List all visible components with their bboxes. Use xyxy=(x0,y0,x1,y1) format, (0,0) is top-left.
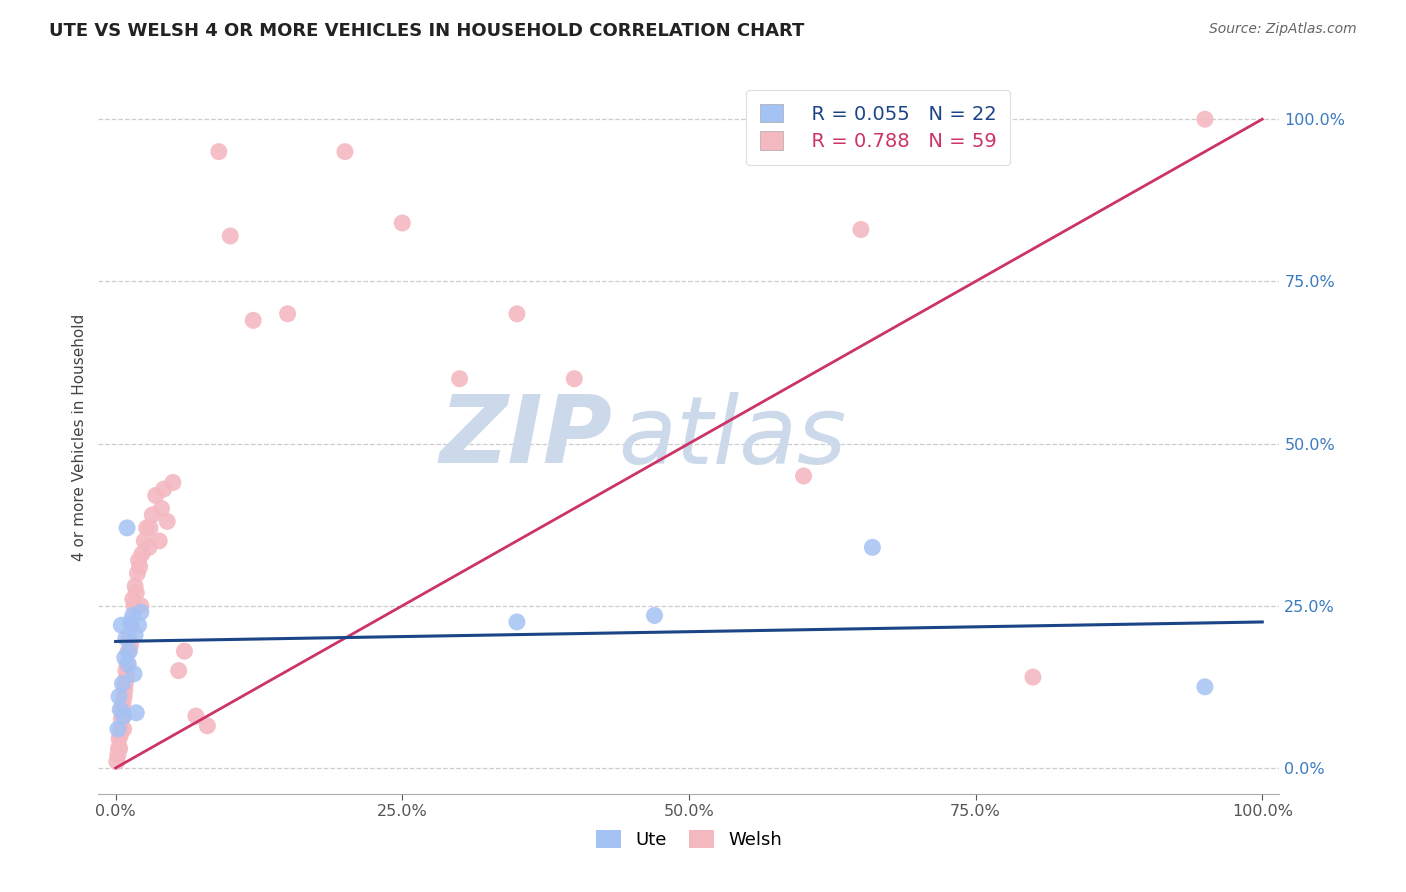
Point xyxy=(131,547,153,561)
Point xyxy=(156,515,179,529)
Legend: Ute, Welsh: Ute, Welsh xyxy=(589,823,789,856)
Point xyxy=(849,222,872,236)
Point xyxy=(128,618,150,632)
Point xyxy=(129,605,152,619)
Point xyxy=(114,676,136,690)
Point xyxy=(125,586,148,600)
Point xyxy=(173,644,195,658)
Point xyxy=(167,664,190,678)
Point xyxy=(138,541,160,555)
Point xyxy=(506,615,529,629)
Point xyxy=(152,482,174,496)
Point xyxy=(114,683,136,698)
Point xyxy=(208,145,231,159)
Point xyxy=(115,664,138,678)
Point xyxy=(110,618,132,632)
Point xyxy=(115,631,138,645)
Y-axis label: 4 or more Vehicles in Household: 4 or more Vehicles in Household xyxy=(72,313,87,561)
Text: ZIP: ZIP xyxy=(439,391,612,483)
Point xyxy=(115,670,138,684)
Point xyxy=(139,521,162,535)
Point xyxy=(128,559,150,574)
Point xyxy=(129,599,152,613)
Point xyxy=(107,747,129,762)
Point xyxy=(111,709,134,723)
Point xyxy=(108,690,131,704)
Point xyxy=(117,657,139,672)
Point xyxy=(114,650,136,665)
Point xyxy=(135,521,157,535)
Point xyxy=(107,722,129,736)
Point xyxy=(117,644,139,658)
Point xyxy=(125,706,148,720)
Text: UTE VS WELSH 4 OR MORE VEHICLES IN HOUSEHOLD CORRELATION CHART: UTE VS WELSH 4 OR MORE VEHICLES IN HOUSE… xyxy=(49,22,804,40)
Point xyxy=(115,521,138,535)
Point xyxy=(112,696,135,710)
Point xyxy=(1022,670,1045,684)
Point xyxy=(108,702,131,716)
Point xyxy=(219,229,242,244)
Point xyxy=(242,313,264,327)
Point xyxy=(122,599,145,613)
Point xyxy=(562,372,585,386)
Point xyxy=(333,145,356,159)
Point xyxy=(121,608,143,623)
Point xyxy=(145,488,167,502)
Point xyxy=(793,469,815,483)
Point xyxy=(162,475,184,490)
Text: Source: ZipAtlas.com: Source: ZipAtlas.com xyxy=(1209,22,1357,37)
Point xyxy=(122,666,145,681)
Point xyxy=(118,644,141,658)
Point xyxy=(150,501,173,516)
Point xyxy=(110,722,132,736)
Point xyxy=(644,608,666,623)
Point xyxy=(1194,112,1216,127)
Point xyxy=(184,709,207,723)
Point xyxy=(112,709,135,723)
Point xyxy=(121,592,143,607)
Point xyxy=(391,216,413,230)
Text: atlas: atlas xyxy=(619,392,846,483)
Point xyxy=(127,566,149,581)
Point xyxy=(120,615,142,629)
Point xyxy=(108,741,131,756)
Point xyxy=(105,755,128,769)
Point xyxy=(1194,680,1216,694)
Point xyxy=(110,712,132,726)
Point xyxy=(118,631,141,645)
Point xyxy=(277,307,299,321)
Point xyxy=(120,638,142,652)
Point xyxy=(112,722,135,736)
Point xyxy=(124,628,146,642)
Point xyxy=(121,618,143,632)
Point xyxy=(128,553,150,567)
Point xyxy=(108,731,131,746)
Point xyxy=(115,657,138,672)
Point xyxy=(111,676,134,690)
Point xyxy=(111,702,134,716)
Point xyxy=(148,533,170,548)
Point xyxy=(449,372,471,386)
Point xyxy=(124,579,146,593)
Point xyxy=(195,719,218,733)
Point xyxy=(134,533,156,548)
Point xyxy=(107,741,129,756)
Point xyxy=(506,307,529,321)
Point xyxy=(112,690,135,704)
Point xyxy=(108,729,131,743)
Point xyxy=(860,541,883,555)
Point xyxy=(141,508,163,522)
